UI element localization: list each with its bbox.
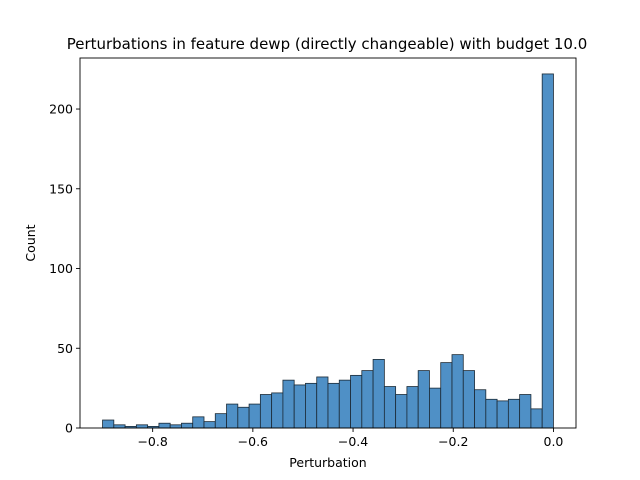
histogram-bar — [316, 376, 329, 429]
histogram-bar — [429, 387, 442, 429]
chart-title: Perturbations in feature dewp (directly … — [67, 35, 588, 53]
y-tick-label: 150 — [49, 181, 73, 196]
histogram-bar — [305, 382, 318, 429]
histogram-bar — [282, 379, 295, 429]
histogram-bar — [169, 424, 182, 429]
histogram-bar — [395, 394, 408, 429]
y-axis: 0 50 100 150 200 — [49, 102, 80, 436]
histogram-bar — [259, 394, 273, 429]
histogram-bar — [462, 370, 475, 429]
histogram-bar — [135, 424, 149, 429]
histogram-bar — [248, 403, 261, 429]
y-tick-label: 100 — [49, 261, 73, 276]
histogram-bar — [541, 73, 554, 429]
histogram-bar — [113, 424, 126, 429]
histogram-bar — [226, 403, 239, 429]
histogram-bar — [158, 422, 171, 429]
histogram-bar — [350, 374, 363, 429]
histogram-bar — [519, 394, 532, 429]
y-tick-label: 200 — [49, 102, 73, 117]
x-tick-label: −0.2 — [438, 434, 468, 449]
histogram-bar — [406, 386, 419, 429]
histogram-bar — [485, 398, 498, 429]
histogram-bar — [372, 359, 385, 429]
histogram-bar — [192, 416, 205, 429]
y-tick-label: 50 — [57, 341, 73, 356]
histogram-bar — [327, 382, 340, 429]
histogram-bar — [271, 392, 284, 429]
x-tick-label: −0.8 — [137, 434, 167, 449]
histogram-bar — [440, 362, 453, 429]
histogram-bar — [293, 384, 306, 429]
histogram-bar — [474, 389, 487, 429]
y-axis-label: Count — [23, 224, 38, 261]
x-tick-label: −0.4 — [338, 434, 368, 449]
histogram-bar — [496, 400, 509, 429]
histogram-bar — [530, 408, 543, 429]
histogram-bar — [203, 421, 216, 429]
x-axis: −0.8 −0.6 −0.4 −0.2 0.0 — [137, 428, 563, 449]
histogram-bar — [507, 398, 521, 429]
bars-group — [102, 73, 554, 429]
histogram-bar — [361, 370, 374, 429]
plot-frame — [79, 57, 577, 429]
y-tick-label: 0 — [65, 421, 73, 436]
histogram-bar — [237, 406, 250, 429]
histogram-bar — [214, 413, 227, 429]
histogram-bar — [383, 386, 397, 429]
histogram-bar — [102, 419, 115, 429]
histogram-bar — [451, 354, 464, 429]
histogram-bar — [417, 370, 430, 429]
histogram-bar — [338, 379, 351, 429]
x-tick-label: 0.0 — [544, 434, 564, 449]
x-tick-label: −0.6 — [238, 434, 268, 449]
histogram-bar — [181, 422, 194, 429]
x-axis-label: Perturbation — [289, 455, 366, 470]
